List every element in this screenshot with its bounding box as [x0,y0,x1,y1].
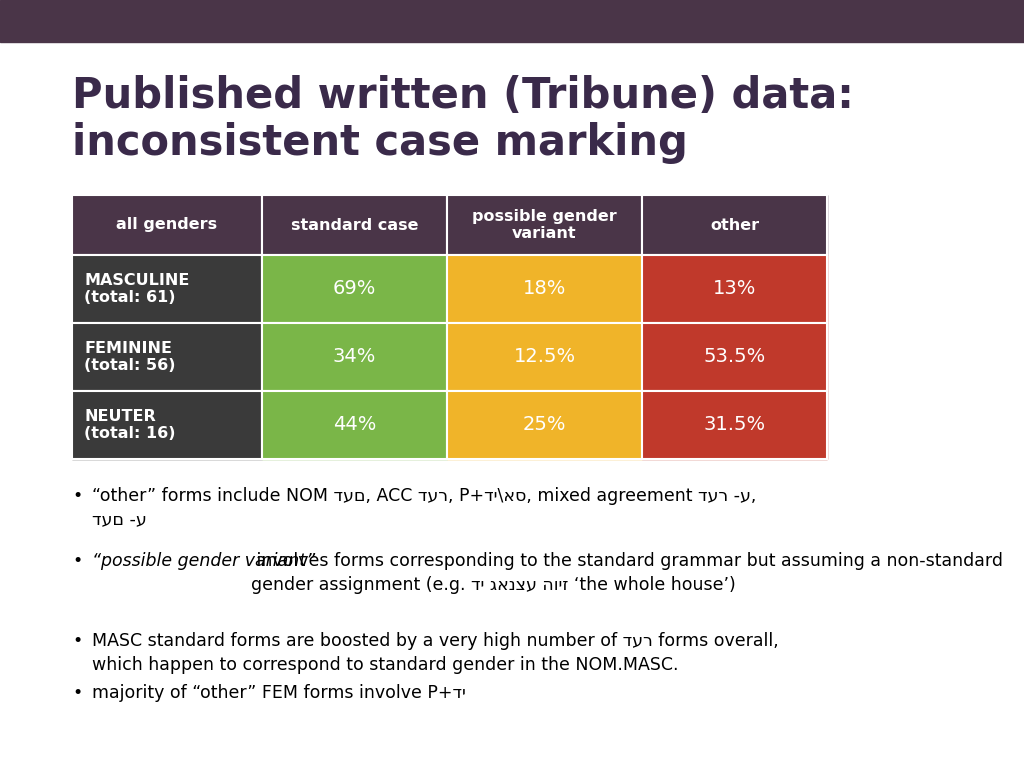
Bar [447,255,642,323]
Text: MASCULINE
(total: 61): MASCULINE (total: 61) [84,273,189,305]
Bar [72,255,262,323]
Bar [447,195,642,255]
Bar [447,323,642,391]
Text: NEUTER
(total: 16): NEUTER (total: 16) [84,409,175,441]
Bar [447,195,642,255]
Bar [642,323,827,391]
Bar [262,391,447,459]
Bar [447,391,642,459]
Text: •: • [72,487,82,505]
Bar [72,255,262,323]
Bar [72,195,262,255]
Bar [72,391,262,459]
Text: 25%: 25% [522,415,566,435]
Bar [262,323,447,391]
Text: 34%: 34% [333,347,376,366]
Text: •: • [72,684,82,702]
Text: majority of “other” FEM forms involve P+די: majority of “other” FEM forms involve P+… [92,684,466,702]
Text: involves forms corresponding to the standard grammar but assuming a non-standard: involves forms corresponding to the stan… [251,552,1002,594]
Text: MASC standard forms are boosted by a very high number of דער forms overall,
whic: MASC standard forms are boosted by a ver… [92,632,778,674]
Bar [262,195,447,255]
Bar [72,323,262,391]
Text: “other” forms include NOM דעם, ACC דער, P+די\אס, mixed agreement דער -ע,
דעם -ע: “other” forms include NOM דעם, ACC דער, … [92,487,757,528]
Text: possible gender
variant: possible gender variant [472,209,616,241]
Bar [262,195,447,255]
Text: other: other [710,217,759,233]
Text: all genders: all genders [117,217,217,233]
Bar [447,323,642,391]
Bar [72,391,262,459]
Bar [642,323,827,391]
Bar [262,323,447,391]
Text: FEMININE
(total: 56): FEMININE (total: 56) [84,341,175,373]
Bar [262,255,447,323]
Bar [642,391,827,459]
Text: 31.5%: 31.5% [703,415,766,435]
Bar [72,195,262,255]
Bar [642,195,827,255]
Bar [642,195,827,255]
Text: 44%: 44% [333,415,376,435]
Bar [642,391,827,459]
Bar [642,255,827,323]
Text: 18%: 18% [523,280,566,299]
Bar [262,255,447,323]
Bar [0,0,1024,42]
Text: “possible gender variant”: “possible gender variant” [92,552,315,570]
Text: standard case: standard case [291,217,418,233]
Text: inconsistent case marking: inconsistent case marking [72,122,688,164]
Text: 12.5%: 12.5% [513,347,575,366]
Bar [642,255,827,323]
Text: 53.5%: 53.5% [703,347,766,366]
Bar [447,391,642,459]
Text: •: • [72,552,82,570]
Text: 13%: 13% [713,280,756,299]
Bar [72,323,262,391]
Text: 69%: 69% [333,280,376,299]
Text: Published written (Tribune) data:: Published written (Tribune) data: [72,75,854,117]
Bar [262,391,447,459]
Bar [447,255,642,323]
Text: •: • [72,632,82,650]
